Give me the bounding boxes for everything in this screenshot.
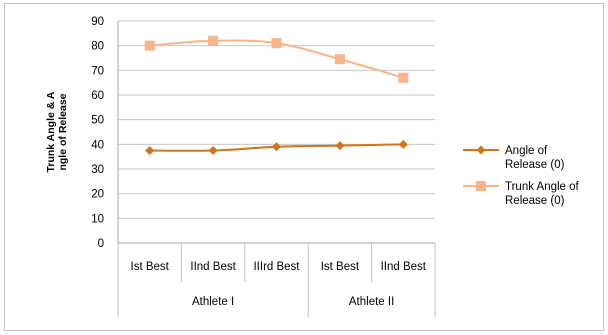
data-point — [476, 145, 486, 155]
group-label: Athlete II — [349, 296, 394, 308]
gridlines — [118, 20, 435, 244]
x-tick-label: Ist Best — [321, 261, 360, 273]
legend-label-line: Release (0) — [505, 195, 565, 207]
series-group — [145, 139, 408, 155]
group-label: Athlete I — [192, 296, 234, 308]
data-point — [398, 72, 409, 83]
legend-label-line: Release (0) — [505, 159, 565, 171]
legend-label: Trunk Angle of Release (0) — [505, 181, 580, 207]
legend: Angle of Release (0) Trunk Angle of Release… — [463, 145, 580, 207]
data-point — [144, 40, 155, 51]
data-point — [335, 141, 345, 151]
data-point — [272, 142, 281, 152]
legend-label-line: Trunk Angle of — [505, 181, 580, 193]
y-tick-label: 90 — [91, 16, 104, 28]
y-tick-label: 80 — [91, 41, 104, 53]
y-axis-title-line: Trunk Angle & A — [45, 91, 57, 172]
y-tick-label: 20 — [91, 189, 104, 201]
legend-entry: Trunk Angle of Release (0) — [463, 181, 580, 207]
data-point — [208, 35, 219, 46]
data-point — [476, 181, 486, 191]
legend-entry: Angle of Release (0) — [463, 145, 565, 171]
x-tick-label: Ist Best — [131, 261, 170, 273]
y-tick-label: 70 — [91, 65, 104, 77]
series — [144, 35, 409, 155]
y-axis-title-text: Trunk Angle & Angle of Release — [45, 91, 69, 172]
y-tick-label: 10 — [91, 213, 104, 225]
line-chart: 0 10 20 30 40 50 60 70 80 90 Ist Best IInd Best IIIr… — [45, 16, 580, 317]
y-axis-title-line: ngle of Release — [57, 93, 69, 170]
data-point — [334, 54, 345, 65]
series-group — [144, 35, 409, 83]
y-tick-label: 40 — [91, 139, 104, 151]
y-tick-label: 60 — [91, 90, 104, 102]
x-tick-label: IInd Best — [190, 261, 236, 273]
y-tick-label: 30 — [91, 164, 104, 176]
x-tick-label: IIIrd Best — [253, 261, 300, 273]
data-point — [145, 146, 155, 155]
legend-label: Angle of Release (0) — [505, 145, 565, 171]
y-tick-label: 0 — [98, 238, 104, 250]
legend-label-line: Angle of — [505, 145, 548, 157]
y-axis-title: Trunk Angle & Angle of Release — [45, 91, 69, 172]
data-point — [271, 38, 282, 49]
data-point — [208, 146, 218, 155]
data-point — [398, 139, 408, 149]
chart-area: 0 10 20 30 40 50 60 70 80 90 Ist Best IInd Best IIIr… — [4, 3, 604, 331]
y-tick-label: 50 — [91, 115, 104, 127]
x-tick-label: IInd Best — [381, 261, 427, 273]
axes: 0 10 20 30 40 50 60 70 80 90 Ist Best IInd Best IIIr… — [91, 16, 436, 317]
